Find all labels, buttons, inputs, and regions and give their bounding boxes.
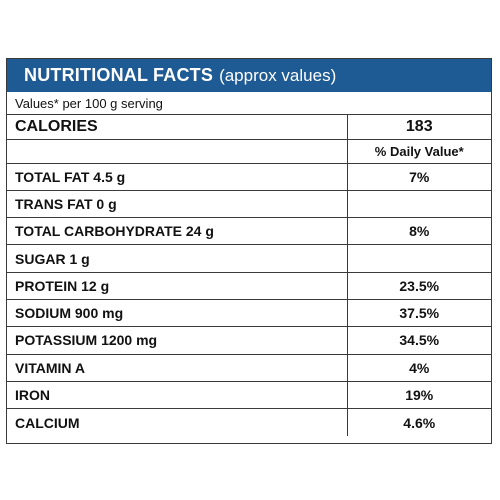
table-row: IRON 19% — [7, 381, 491, 410]
daily-value-header-row: % Daily Value* — [7, 139, 491, 164]
daily-value-header: % Daily Value* — [346, 139, 491, 164]
table-row: PROTEIN 12 g 23.5% — [7, 272, 491, 300]
nutrient-daily-value: 19% — [346, 381, 491, 410]
table-row: VITAMIN A 4% — [7, 354, 491, 382]
nutrition-table: CALORIES 183 % Daily Value* TOTAL FAT 4.… — [7, 115, 491, 436]
nutrient-daily-value — [346, 244, 491, 273]
nutrient-label: IRON — [7, 381, 347, 410]
nutrient-label: TOTAL FAT 4.5 g — [7, 163, 347, 191]
table-row: CALCIUM 4.6% — [7, 408, 491, 436]
nutrient-daily-value: 7% — [346, 163, 491, 191]
table-row: TOTAL CARBOHYDRATE 24 g 8% — [7, 217, 491, 246]
nutrient-daily-value: 4% — [346, 354, 491, 382]
serving-size: Values* per 100 g serving — [7, 92, 491, 115]
nutrient-label: TOTAL CARBOHYDRATE 24 g — [7, 217, 347, 246]
nutrition-title: NUTRITIONAL FACTS — [24, 65, 214, 85]
daily-value-header-spacer — [7, 139, 347, 164]
table-row: TRANS FAT 0 g — [7, 190, 491, 219]
table-row: SODIUM 900 mg 37.5% — [7, 299, 491, 328]
nutrient-label: TRANS FAT 0 g — [7, 190, 347, 219]
nutrition-header: NUTRITIONAL FACTS (approx values) — [7, 59, 491, 92]
nutrition-subtitle: (approx values) — [219, 65, 337, 85]
calories-row: CALORIES 183 — [7, 115, 491, 140]
nutrition-facts-panel: NUTRITIONAL FACTS (approx values) Values… — [6, 58, 492, 444]
calories-label: CALORIES — [7, 115, 347, 140]
table-row: POTASSIUM 1200 mg 34.5% — [7, 326, 491, 355]
nutrient-daily-value: 37.5% — [346, 299, 491, 328]
table-row: TOTAL FAT 4.5 g 7% — [7, 163, 491, 191]
nutrient-label: POTASSIUM 1200 mg — [7, 326, 347, 355]
table-row: SUGAR 1 g — [7, 244, 491, 273]
nutrient-daily-value: 4.6% — [346, 408, 491, 436]
nutrient-label: SODIUM 900 mg — [7, 299, 347, 328]
calories-value: 183 — [346, 115, 491, 140]
nutrient-daily-value: 23.5% — [346, 272, 491, 300]
nutrient-label: SUGAR 1 g — [7, 244, 347, 273]
nutrient-label: CALCIUM — [15, 414, 80, 431]
nutrient-daily-value: 34.5% — [346, 326, 491, 355]
nutrient-daily-value: 8% — [346, 217, 491, 246]
nutrient-daily-value — [346, 190, 491, 219]
nutrient-label: VITAMIN A — [7, 354, 347, 382]
nutrient-label: PROTEIN 12 g — [7, 272, 347, 300]
